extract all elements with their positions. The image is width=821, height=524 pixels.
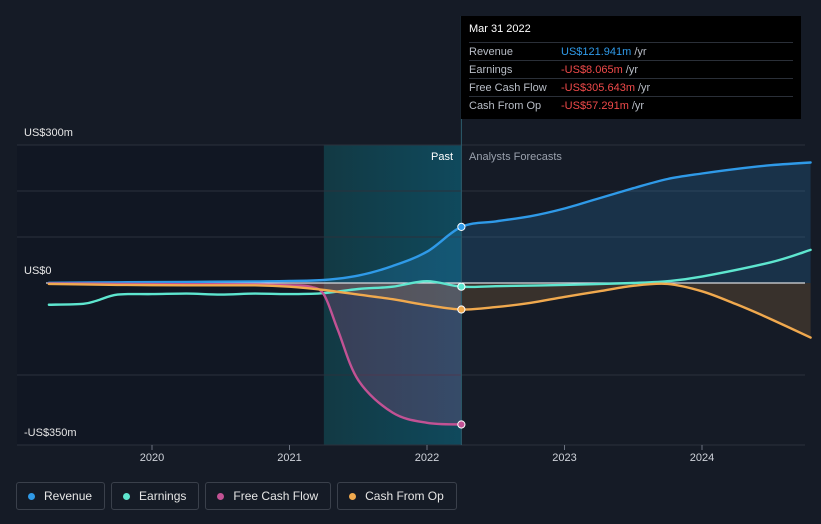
revenue-marker	[457, 222, 466, 231]
tooltip-markers	[457, 222, 466, 429]
tooltip-row-unit: /yr	[625, 63, 638, 76]
x-tick-label: 2020	[140, 452, 164, 464]
tooltip-row-label: Free Cash Flow	[469, 81, 547, 94]
legend-item-cash-from-op[interactable]: Cash From Op	[337, 482, 457, 510]
tooltip-row-value: -US$8.065m	[561, 63, 623, 76]
tooltip: Mar 31 2022 Revenue US$121.941m /yr Earn…	[461, 16, 801, 119]
forecast-label: Analysts Forecasts	[469, 151, 562, 163]
earnings-line	[47, 248, 812, 306]
x-axis: 2020 2021 2022 2023 2024	[140, 445, 714, 464]
tooltip-row-label: Cash From Op	[469, 99, 542, 112]
tooltip-row: Free Cash Flow -US$305.643m /yr	[469, 78, 793, 96]
x-tick-label: 2024	[690, 452, 714, 464]
cash-from-op-dot-icon	[349, 492, 357, 500]
earnings-marker	[457, 282, 466, 291]
legend-item-revenue[interactable]: Revenue	[16, 482, 106, 510]
legend-label: Revenue	[44, 489, 93, 503]
gridlines	[17, 144, 805, 446]
earnings-dot-icon	[123, 492, 131, 500]
legend-label: Cash From Op	[365, 489, 444, 503]
tooltip-row-value: -US$305.643m	[561, 81, 635, 94]
cash-from-op-marker	[457, 305, 466, 314]
tooltip-row-label: Revenue	[469, 45, 514, 58]
x-tick-label: 2021	[277, 452, 301, 464]
revenue-dot-icon	[28, 492, 35, 500]
past-highlight-band	[323, 145, 462, 445]
free-cash-flow-marker	[457, 420, 466, 429]
legend-item-free-cash-flow[interactable]: Free Cash Flow	[205, 482, 332, 510]
cash-from-op-line	[47, 282, 812, 339]
series-lines	[47, 161, 812, 426]
revenue-line	[47, 161, 812, 284]
cash-from-op-area	[48, 283, 811, 338]
tooltip-row: Cash From Op -US$57.291m /yr	[469, 96, 793, 114]
past-label: Past	[431, 151, 453, 163]
x-tick-label: 2023	[552, 452, 576, 464]
y-axis-top-label: US$300m	[24, 127, 73, 139]
tooltip-row-value: -US$57.291m	[561, 99, 629, 112]
x-tick-label: 2022	[415, 452, 439, 464]
tooltip-row-value: US$121.941m	[561, 45, 632, 58]
legend-label: Free Cash Flow	[233, 489, 319, 503]
tooltip-row-unit: /yr	[638, 81, 651, 94]
y-axis-bottom-label: -US$350m	[24, 427, 77, 439]
tooltip-row-unit: /yr	[631, 99, 645, 112]
y-axis-zero-label: US$0	[24, 265, 52, 277]
legend-label: Earnings	[139, 489, 187, 503]
free-cash-flow-dot-icon	[217, 492, 225, 500]
tooltip-row: Earnings -US$8.065m /yr	[469, 60, 793, 78]
tooltip-row-label: Earnings	[469, 63, 513, 76]
tooltip-date: Mar 31 2022	[469, 23, 531, 35]
legend: Revenue Earnings Free Cash Flow Cash Fro…	[16, 482, 457, 510]
legend-item-earnings[interactable]: Earnings	[111, 482, 200, 510]
tooltip-row-unit: /yr	[634, 45, 647, 58]
tooltip-row: Revenue US$121.941m /yr	[469, 42, 793, 60]
free-cash-flow-area	[48, 283, 462, 425]
